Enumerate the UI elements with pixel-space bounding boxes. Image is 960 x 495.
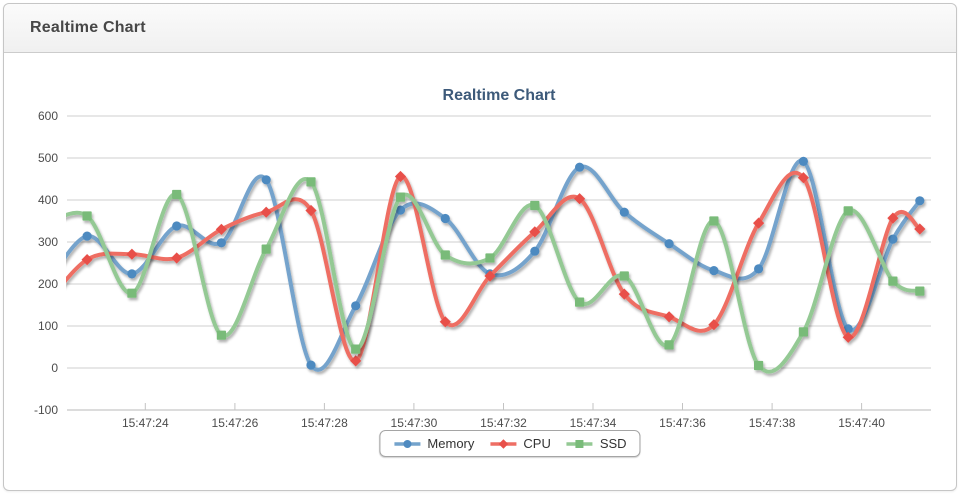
data-point-marker [439, 316, 451, 328]
data-point-marker [619, 207, 629, 217]
square-marker-icon [566, 439, 593, 448]
data-point-marker [663, 311, 675, 323]
data-point-marker [351, 344, 361, 354]
data-point-marker [887, 212, 899, 224]
series-ssd [66, 177, 925, 374]
y-tick-label: 300 [38, 235, 58, 249]
data-point-marker [440, 250, 450, 260]
data-point-marker [753, 217, 765, 229]
data-point-marker [260, 206, 272, 218]
data-point-marker [664, 340, 674, 350]
x-tick-label: 15:47:36 [659, 416, 706, 430]
data-point-marker [394, 170, 407, 183]
data-point-marker [172, 221, 182, 231]
y-tick-label: -100 [34, 403, 58, 417]
data-point-marker [529, 226, 541, 238]
data-point-marker [530, 246, 540, 256]
legend-item-memory[interactable]: Memory [393, 436, 474, 451]
data-point-marker [216, 238, 226, 248]
panel-title: Realtime Chart [30, 19, 146, 36]
y-tick-label: 100 [38, 319, 58, 333]
data-point-marker [888, 276, 898, 286]
panel-header: Realtime Chart [4, 4, 956, 53]
data-point-marker [754, 360, 764, 371]
data-point-marker [915, 196, 925, 206]
data-point-marker [709, 216, 719, 226]
circle-marker-icon [394, 439, 421, 448]
data-point-marker [798, 156, 809, 166]
x-tick-label: 15:47:40 [838, 416, 885, 430]
y-tick-label: 400 [38, 193, 58, 207]
y-tick-label: 0 [51, 361, 58, 375]
series-line [66, 177, 922, 374]
data-point-marker [798, 327, 808, 337]
data-point-marker [708, 319, 720, 331]
data-point-marker [485, 253, 495, 263]
data-point-marker [709, 266, 719, 276]
data-point-marker [915, 286, 925, 296]
x-tick-label: 15:47:24 [122, 416, 169, 430]
data-point-marker [305, 204, 317, 217]
data-point-marker [530, 200, 540, 211]
data-point-marker [395, 192, 406, 202]
x-tick-label: 15:47:30 [391, 416, 438, 430]
chart-title: Realtime Chart [443, 87, 557, 104]
x-tick-label: 15:47:34 [570, 416, 617, 430]
data-point-marker [351, 301, 361, 311]
diamond-marker-icon [490, 438, 517, 449]
data-point-marker [754, 264, 764, 274]
chart-area: Realtime Chart 600 500 400 300 200 100 0 -100 15… [9, 59, 953, 479]
data-point-marker [82, 211, 92, 221]
data-point-marker [842, 331, 854, 343]
y-tick-label: 200 [38, 277, 58, 291]
legend-label: Memory [427, 436, 475, 451]
data-point-marker [350, 355, 362, 367]
data-point-marker [574, 193, 586, 205]
data-point-marker [888, 234, 898, 244]
data-point-marker [664, 239, 674, 249]
data-point-marker [82, 231, 92, 241]
y-tick-label: 600 [38, 109, 58, 123]
data-point-marker [914, 223, 926, 235]
realtime-chart-canvas: Realtime Chart 600 500 400 300 200 100 0 -100 15… [34, 87, 931, 430]
data-point-marker [843, 324, 853, 334]
y-tick-label: 500 [38, 151, 58, 165]
data-point-marker [395, 205, 406, 215]
data-point-marker [575, 162, 585, 172]
data-point-marker [619, 271, 629, 281]
data-point-marker [575, 297, 585, 307]
data-point-marker [127, 288, 137, 298]
x-tick-label: 15:47:38 [749, 416, 796, 430]
data-point-marker [843, 206, 853, 216]
data-point-marker [306, 177, 316, 187]
series-cpu [66, 170, 926, 367]
data-point-marker [797, 172, 809, 184]
data-point-marker [484, 270, 496, 282]
x-tick-label: 15:47:32 [480, 416, 527, 430]
legend-item-cpu[interactable]: CPU [489, 436, 551, 451]
grid: 600 500 400 300 200 100 0 -100 15:47:24 15:47:26 1… [34, 109, 931, 430]
legend-label: CPU [523, 436, 551, 451]
data-point-marker [172, 189, 182, 200]
data-point-marker [126, 248, 138, 260]
chart-legend: Memory CPU SSD [379, 430, 641, 457]
data-point-marker [261, 175, 271, 185]
x-tick-label: 15:47:26 [212, 416, 259, 430]
data-point-marker [306, 360, 316, 370]
series-memory [66, 156, 925, 372]
data-point-marker [171, 252, 183, 264]
x-tick-label: 15:47:28 [301, 416, 348, 430]
data-point-marker [261, 244, 271, 254]
data-point-marker [440, 213, 450, 224]
data-point-marker [127, 269, 137, 279]
data-point-marker [215, 223, 227, 235]
data-point-marker [216, 330, 226, 340]
realtime-chart-panel: Realtime Chart Realtime Chart 600 500 400 3… [3, 3, 957, 491]
legend-item-ssd[interactable]: SSD [566, 436, 627, 451]
legend-label: SSD [599, 436, 627, 451]
